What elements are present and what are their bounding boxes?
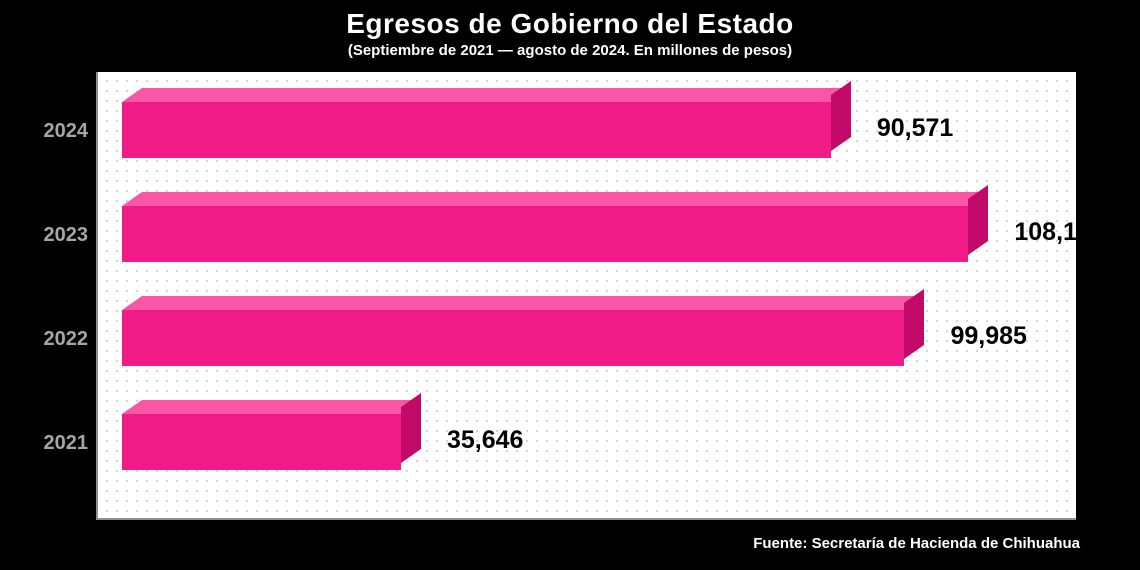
bar-side-face bbox=[831, 81, 851, 151]
value-label: 90,571 bbox=[877, 114, 953, 143]
bar-front-face bbox=[122, 102, 831, 158]
year-label: 2021 bbox=[28, 432, 88, 455]
chart-title: Egresos de Gobierno del Estado bbox=[0, 8, 1140, 40]
bar-side-face bbox=[968, 185, 988, 255]
title-block: Egresos de Gobierno del Estado (Septiemb… bbox=[0, 0, 1140, 59]
bar-front-face bbox=[122, 206, 968, 262]
bar-top-face bbox=[122, 192, 988, 206]
year-label: 2023 bbox=[28, 224, 88, 247]
bar-3d bbox=[122, 414, 401, 470]
value-label: 108,146 bbox=[1014, 218, 1104, 247]
bar-top-face bbox=[122, 296, 924, 310]
bar-side-face bbox=[401, 393, 421, 463]
bar-front-face bbox=[122, 310, 904, 366]
bar-3d bbox=[122, 310, 904, 366]
year-label: 2022 bbox=[28, 328, 88, 351]
bar-front-face bbox=[122, 414, 401, 470]
bar-3d bbox=[122, 206, 968, 262]
bar-row-2023: 2023108,146 bbox=[98, 206, 1076, 278]
bar-top-face bbox=[122, 400, 421, 414]
bar-row-2021: 202135,646 bbox=[98, 414, 1076, 486]
plot-area: 202490,571 2023108,146 202299,985 202135,64… bbox=[96, 72, 1076, 520]
bar-top-face bbox=[122, 88, 851, 102]
bar-row-2022: 202299,985 bbox=[98, 310, 1076, 382]
bar-3d bbox=[122, 102, 831, 158]
year-label: 2024 bbox=[28, 120, 88, 143]
bar-row-2024: 202490,571 bbox=[98, 102, 1076, 174]
chart-subtitle: (Septiembre de 2021 — agosto de 2024. En… bbox=[0, 42, 1140, 59]
bar-side-face bbox=[904, 289, 924, 359]
value-label: 99,985 bbox=[950, 322, 1026, 351]
source-text: Fuente: Secretaría de Hacienda de Chihua… bbox=[753, 535, 1080, 552]
value-label: 35,646 bbox=[447, 426, 523, 455]
